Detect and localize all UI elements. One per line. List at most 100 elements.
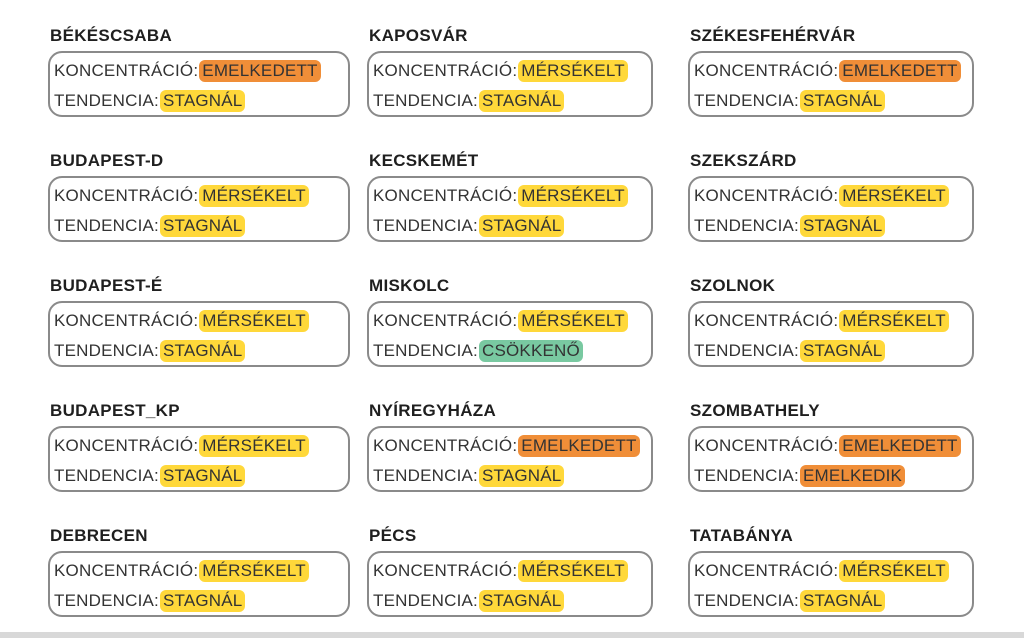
concentration-badge: MÉRSÉKELT [199,185,309,207]
trend-label: TENDENCIA: [694,466,799,485]
concentration-label: KONCENTRÁCIÓ: [373,561,518,580]
trend-row: TENDENCIA: STAGNÁL [373,590,565,612]
trend-row: TENDENCIA: STAGNÁL [694,590,886,612]
status-box: KONCENTRÁCIÓ: MÉRSÉKELT TENDENCIA: STAGNÁL [367,51,653,117]
concentration-badge: EMELKEDETT [839,435,961,457]
trend-badge: CSÖKKENŐ [478,340,583,362]
concentration-badge: EMELKEDETT [839,60,961,82]
trend-label: TENDENCIA: [54,466,159,485]
trend-row: TENDENCIA: STAGNÁL [694,90,886,112]
trend-badge: STAGNÁL [799,340,886,362]
concentration-label: KONCENTRÁCIÓ: [373,61,518,80]
trend-badge: STAGNÁL [478,215,565,237]
concentration-badge: MÉRSÉKELT [518,185,628,207]
concentration-label: KONCENTRÁCIÓ: [54,561,199,580]
trend-badge: STAGNÁL [159,215,246,237]
city-name: SZEKSZÁRD [690,151,797,170]
concentration-badge: MÉRSÉKELT [839,310,949,332]
concentration-row: KONCENTRÁCIÓ: MÉRSÉKELT [694,185,949,207]
city-name: BUDAPEST-É [50,276,163,295]
trend-row: TENDENCIA: STAGNÁL [54,215,246,237]
trend-label: TENDENCIA: [373,591,478,610]
concentration-row: KONCENTRÁCIÓ: MÉRSÉKELT [54,560,309,582]
city-name: KAPOSVÁR [369,26,468,45]
trend-badge: EMELKEDIK [799,465,906,487]
status-box: KONCENTRÁCIÓ: MÉRSÉKELT TENDENCIA: STAGNÁL [367,551,653,617]
trend-row: TENDENCIA: STAGNÁL [694,215,886,237]
city-name: PÉCS [369,526,417,545]
trend-badge: STAGNÁL [478,465,565,487]
trend-label: TENDENCIA: [373,341,478,360]
city-name: TATABÁNYA [690,526,794,545]
city-name: BUDAPEST-D [50,151,164,170]
status-box: KONCENTRÁCIÓ: MÉRSÉKELT TENDENCIA: STAGNÁL [367,176,653,242]
trend-label: TENDENCIA: [54,91,159,110]
concentration-label: KONCENTRÁCIÓ: [694,61,839,80]
concentration-row: KONCENTRÁCIÓ: MÉRSÉKELT [373,310,628,332]
concentration-label: KONCENTRÁCIÓ: [694,186,839,205]
city-name: MISKOLC [369,276,450,295]
concentration-badge: MÉRSÉKELT [839,560,949,582]
city-name: DEBRECEN [50,526,148,545]
concentration-row: KONCENTRÁCIÓ: EMELKEDETT [54,60,321,82]
city-name: SZOLNOK [690,276,776,295]
concentration-badge: MÉRSÉKELT [839,185,949,207]
trend-label: TENDENCIA: [373,91,478,110]
trend-row: TENDENCIA: STAGNÁL [373,215,565,237]
concentration-row: KONCENTRÁCIÓ: MÉRSÉKELT [54,310,309,332]
status-box: KONCENTRÁCIÓ: MÉRSÉKELT TENDENCIA: STAGNÁL [48,301,350,367]
concentration-label: KONCENTRÁCIÓ: [373,436,518,455]
trend-badge: STAGNÁL [159,340,246,362]
trend-row: TENDENCIA: STAGNÁL [373,90,565,112]
city-name: SZOMBATHELY [690,401,820,420]
status-box: KONCENTRÁCIÓ: MÉRSÉKELT TENDENCIA: STAGNÁL [48,176,350,242]
city-name: SZÉKESFEHÉRVÁR [690,26,856,45]
city-name: NYÍREGYHÁZA [369,401,497,420]
status-box: KONCENTRÁCIÓ: EMELKEDETT TENDENCIA: EMELKED… [688,426,974,492]
concentration-row: KONCENTRÁCIÓ: MÉRSÉKELT [694,310,949,332]
concentration-row: KONCENTRÁCIÓ: MÉRSÉKELT [694,560,949,582]
status-box: KONCENTRÁCIÓ: MÉRSÉKELT TENDENCIA: STAGNÁL [688,176,974,242]
concentration-row: KONCENTRÁCIÓ: EMELKEDETT [694,435,961,457]
concentration-row: KONCENTRÁCIÓ: MÉRSÉKELT [54,185,309,207]
trend-label: TENDENCIA: [694,341,799,360]
trend-badge: STAGNÁL [159,465,246,487]
trend-label: TENDENCIA: [54,341,159,360]
concentration-label: KONCENTRÁCIÓ: [54,61,199,80]
city-name: KECSKEMÉT [369,151,479,170]
concentration-label: KONCENTRÁCIÓ: [54,311,199,330]
trend-row: TENDENCIA: STAGNÁL [54,340,246,362]
concentration-badge: MÉRSÉKELT [518,60,628,82]
trend-row: TENDENCIA: STAGNÁL [54,90,246,112]
city-name: BÉKÉSCSABA [50,26,173,45]
status-box: KONCENTRÁCIÓ: MÉRSÉKELT TENDENCIA: STAGNÁL [688,301,974,367]
status-box: KONCENTRÁCIÓ: MÉRSÉKELT TENDENCIA: CSÖKKENŐ [367,301,653,367]
trend-label: TENDENCIA: [694,91,799,110]
trend-row: TENDENCIA: STAGNÁL [373,465,565,487]
trend-row: TENDENCIA: STAGNÁL [694,340,886,362]
city-name: BUDAPEST_KP [50,401,180,420]
status-box: KONCENTRÁCIÓ: EMELKEDETT TENDENCIA: STAGNÁL [48,51,350,117]
concentration-row: KONCENTRÁCIÓ: EMELKEDETT [373,435,640,457]
concentration-badge: MÉRSÉKELT [199,560,309,582]
concentration-badge: MÉRSÉKELT [518,310,628,332]
bottom-divider [0,632,1024,638]
status-box: KONCENTRÁCIÓ: MÉRSÉKELT TENDENCIA: STAGNÁL [48,426,350,492]
trend-badge: STAGNÁL [478,590,565,612]
concentration-badge: MÉRSÉKELT [518,560,628,582]
trend-badge: STAGNÁL [159,90,246,112]
trend-badge: STAGNÁL [159,590,246,612]
concentration-label: KONCENTRÁCIÓ: [694,561,839,580]
trend-label: TENDENCIA: [54,591,159,610]
trend-label: TENDENCIA: [694,216,799,235]
status-box: KONCENTRÁCIÓ: EMELKEDETT TENDENCIA: STAGNÁL [367,426,653,492]
trend-row: TENDENCIA: CSÖKKENŐ [373,340,583,362]
concentration-label: KONCENTRÁCIÓ: [694,436,839,455]
concentration-row: KONCENTRÁCIÓ: MÉRSÉKELT [373,60,628,82]
trend-label: TENDENCIA: [694,591,799,610]
trend-label: TENDENCIA: [373,216,478,235]
trend-badge: STAGNÁL [799,590,886,612]
trend-row: TENDENCIA: STAGNÁL [54,465,246,487]
concentration-row: KONCENTRÁCIÓ: MÉRSÉKELT [373,185,628,207]
